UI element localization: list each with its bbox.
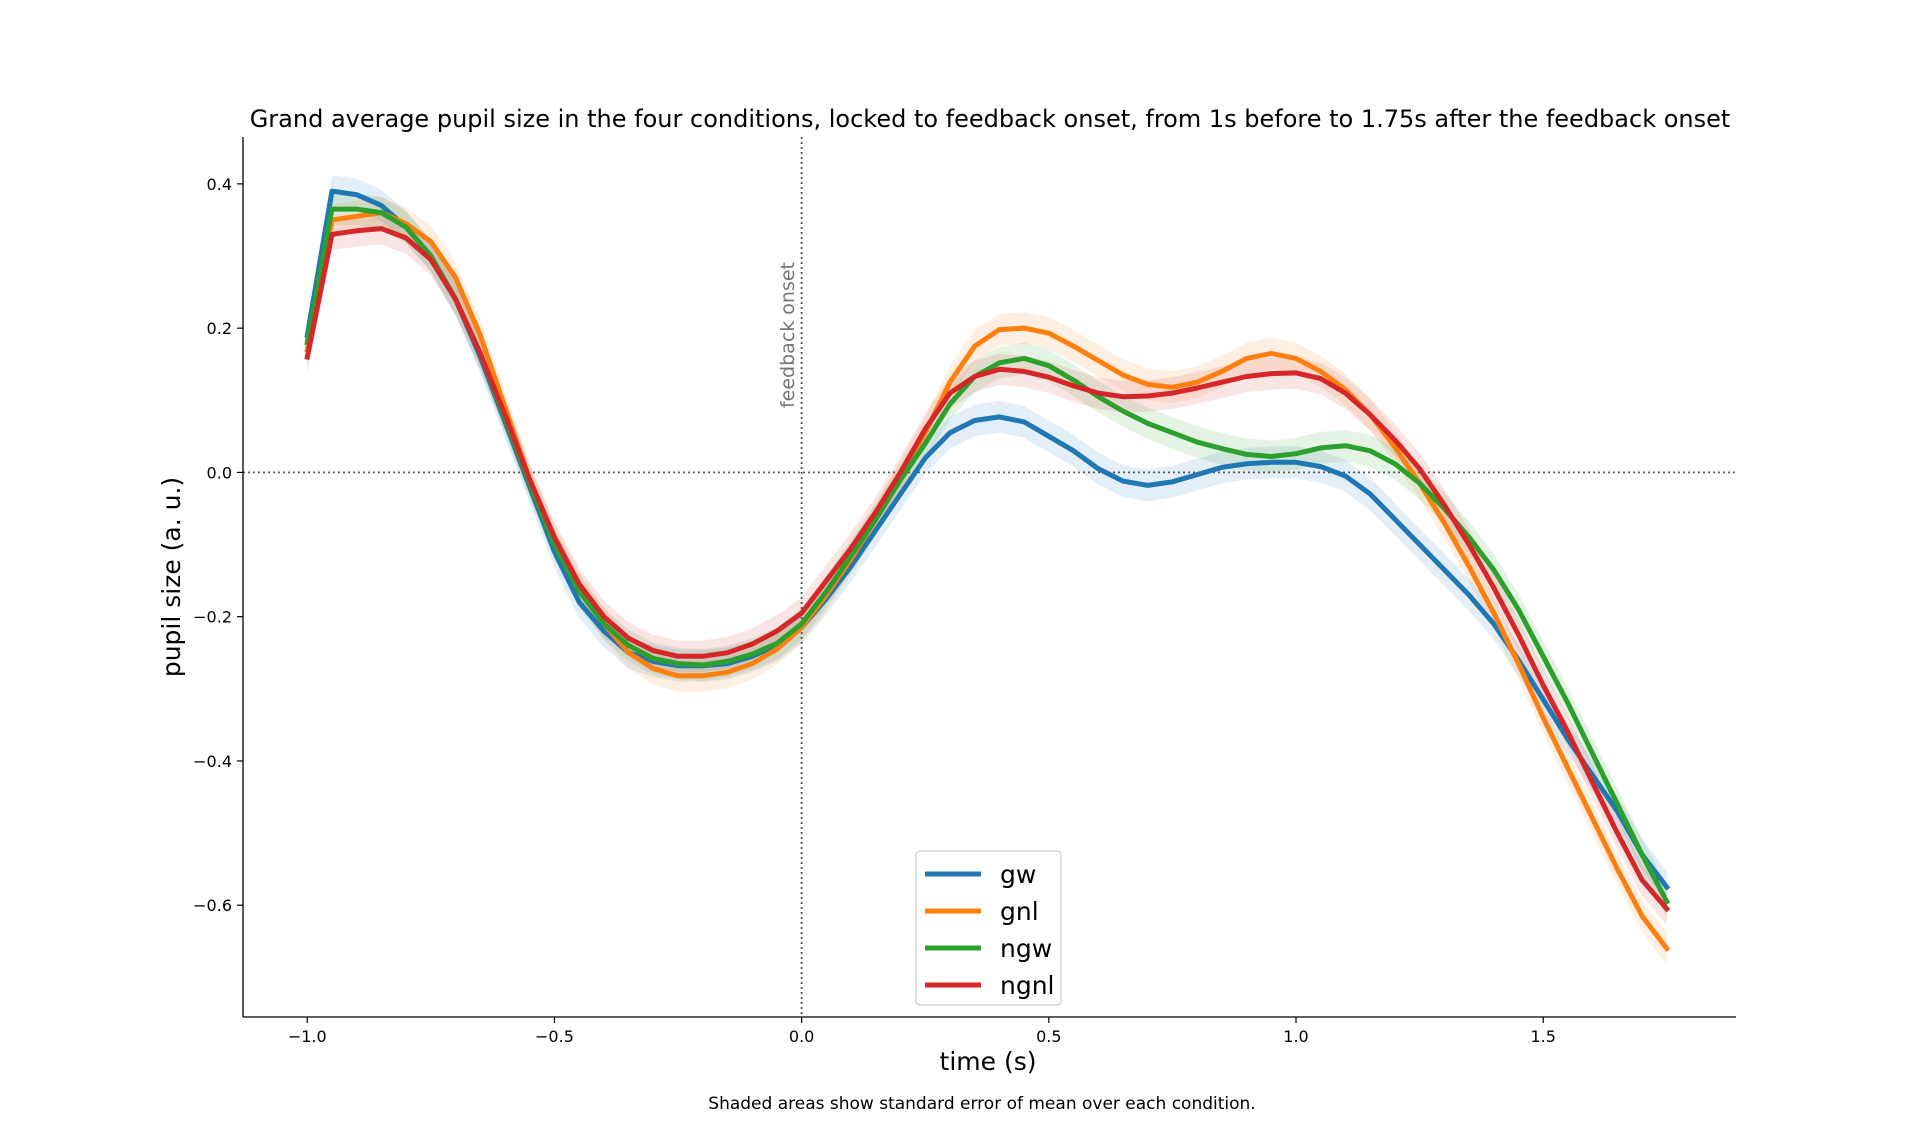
x-tick-label: 1.0	[1283, 1027, 1308, 1046]
x-tick-label: 0.0	[789, 1027, 814, 1046]
legend: gw gnl ngw ngnl	[915, 850, 1062, 1006]
x-tick-label: −0.5	[535, 1027, 574, 1046]
y-axis-label: pupil size (a. u.)	[157, 477, 186, 677]
legend-label-ngw: ngw	[1000, 934, 1052, 963]
sem-band-gnl	[307, 196, 1667, 965]
y-tick-label: 0.2	[207, 319, 232, 338]
x-ticks: −1.0 −0.5 0.0 0.5 1.0 1.5	[288, 1017, 1556, 1046]
axes	[242, 137, 1736, 1018]
y-tick-label: 0.4	[207, 175, 232, 194]
x-tick-label: 0.5	[1036, 1027, 1061, 1046]
y-tick-label: 0.0	[207, 463, 232, 482]
x-tick-label: 1.5	[1530, 1027, 1555, 1046]
feedback-onset-label: feedback onset	[777, 262, 799, 408]
series-line-ngnl	[304, 226, 1671, 913]
x-axis-label: time (s)	[940, 1047, 1037, 1076]
legend-label-gw: gw	[1000, 860, 1036, 889]
reference-lines	[243, 137, 1736, 1017]
sem-band-ngnl	[307, 212, 1667, 925]
legend-label-ngnl: ngnl	[1000, 971, 1055, 1000]
x-tick-label: −1.0	[288, 1027, 327, 1046]
y-tick-label: −0.6	[193, 896, 232, 915]
series-lines	[304, 188, 1671, 953]
y-tick-label: −0.2	[193, 608, 232, 627]
legend-label-gnl: gnl	[1000, 897, 1039, 926]
y-tick-label: −0.4	[193, 752, 232, 771]
chart-title: Grand average pupil size in the four con…	[250, 105, 1731, 133]
legend-box	[915, 850, 1062, 1006]
y-ticks: 0.4 0.2 0.0 −0.2 −0.4 −0.6	[193, 175, 243, 915]
sem-band-ngw	[307, 193, 1667, 918]
sem-bands	[307, 175, 1667, 965]
chart-caption: Shaded areas show standard error of mean…	[708, 1094, 1255, 1114]
